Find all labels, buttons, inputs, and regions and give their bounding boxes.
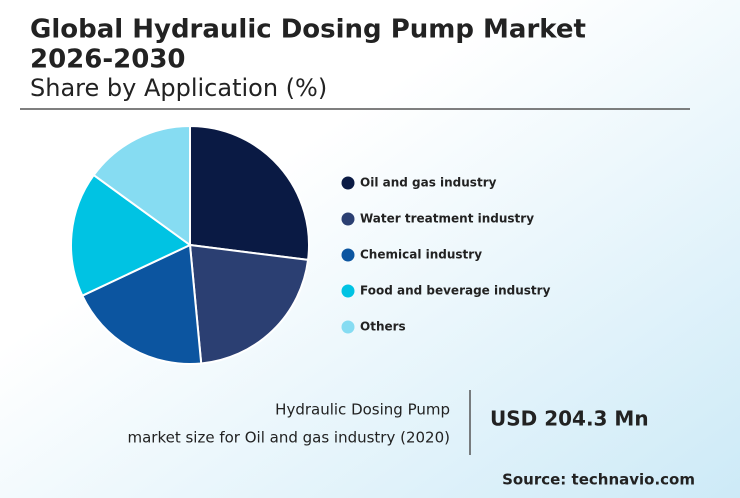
chart-title: 2026-2030 bbox=[30, 45, 186, 75]
pie-slice bbox=[188, 243, 310, 365]
legend-swatch bbox=[341, 284, 355, 298]
legend-label: Oil and gas industry bbox=[360, 176, 497, 190]
stat-label: Hydraulic Dosing Pump bbox=[275, 401, 450, 419]
pie-slice bbox=[70, 173, 192, 297]
pie-slice bbox=[80, 243, 203, 365]
legend-label: Water treatment industry bbox=[360, 212, 534, 226]
pie-slice bbox=[189, 124, 310, 262]
legend-swatch bbox=[341, 248, 355, 262]
chart-title: Global Hydraulic Dosing Pump Market bbox=[30, 15, 586, 45]
legend-label: Others bbox=[360, 320, 406, 334]
pie-slice bbox=[92, 124, 191, 247]
legend-label: Chemical industry bbox=[360, 248, 482, 262]
stat-value: USD 204.3 Mn bbox=[490, 407, 649, 431]
legend-label: Food and beverage industry bbox=[360, 284, 551, 298]
legend-swatch bbox=[341, 320, 355, 334]
legend-swatch bbox=[341, 176, 355, 190]
legend-swatch bbox=[341, 212, 355, 226]
chart-subtitle: Share by Application (%) bbox=[30, 74, 327, 102]
source: Source: technavio.com bbox=[502, 471, 695, 489]
stat-label: market size for Oil and gas industry (20… bbox=[127, 429, 450, 447]
